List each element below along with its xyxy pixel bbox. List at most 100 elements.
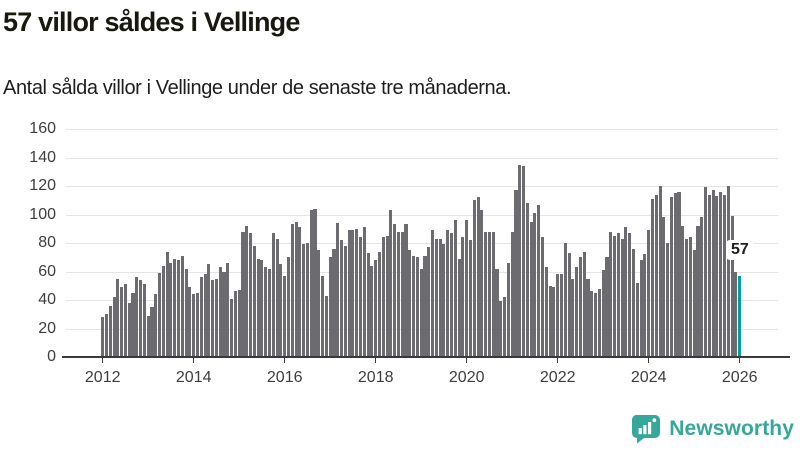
- bar: [582, 251, 586, 357]
- bar: [298, 227, 302, 357]
- bar: [590, 291, 594, 357]
- bar: [207, 264, 211, 357]
- bar: [283, 275, 287, 357]
- bar: [597, 288, 601, 357]
- bar: [154, 294, 158, 357]
- gridline: [66, 243, 778, 244]
- bar: [214, 278, 218, 357]
- bar: [476, 197, 480, 357]
- x-tick-label: 2024: [630, 369, 667, 386]
- bar: [575, 267, 579, 357]
- bar: [449, 233, 454, 357]
- x-axis-line: [62, 356, 790, 358]
- x-tick-label: 2012: [84, 369, 121, 386]
- bar: [719, 191, 723, 357]
- y-tick-label: 160: [29, 120, 56, 137]
- bar: [211, 280, 215, 357]
- bar: [302, 244, 306, 357]
- y-tick-label: 80: [38, 234, 56, 251]
- bar: [563, 243, 567, 357]
- newsworthy-logo[interactable]: Newsworthy: [630, 413, 794, 445]
- bar: [158, 272, 162, 357]
- bar: [328, 257, 332, 357]
- bar: [381, 237, 385, 357]
- bar: [540, 237, 545, 357]
- brand-name: Newsworthy: [669, 417, 794, 440]
- value-label: 57: [726, 240, 754, 260]
- bar: [252, 245, 256, 357]
- bar: [192, 294, 196, 357]
- bar: [700, 217, 704, 357]
- bar: [199, 277, 203, 357]
- bar: [548, 285, 552, 357]
- bar: [628, 233, 632, 357]
- bar: [226, 262, 230, 357]
- bar: [491, 231, 495, 357]
- bar: [233, 291, 237, 357]
- bar: [427, 247, 431, 357]
- bar: [438, 238, 442, 357]
- bar: [362, 227, 366, 357]
- bar: [279, 264, 283, 357]
- bar: [692, 250, 696, 357]
- x-tick-mark: [283, 358, 286, 363]
- x-tick-label: 2014: [175, 369, 212, 386]
- bar: [169, 262, 173, 357]
- chart-subtitle: Antal sålda villor i Vellinge under de s…: [3, 77, 512, 99]
- bar: [681, 225, 685, 357]
- bar: [324, 295, 328, 357]
- bar: [658, 186, 662, 357]
- bar: [351, 230, 355, 357]
- x-tick-mark: [101, 358, 104, 363]
- bar: [647, 230, 651, 357]
- bar: [396, 231, 400, 357]
- x-tick-label: 2026: [721, 369, 758, 386]
- bar: [347, 230, 351, 357]
- bar: [654, 194, 658, 357]
- bar: [385, 235, 389, 357]
- bar-chart: 0 20 40 60 80 100 120 140 160 2012 2014 2016 2018 20…: [29, 120, 790, 386]
- bar: [404, 224, 408, 357]
- bar: [571, 278, 575, 357]
- bar: [203, 274, 207, 357]
- bar: [620, 238, 624, 357]
- bar: [594, 292, 598, 357]
- bar: [578, 257, 582, 357]
- bar: [453, 220, 457, 357]
- bar: [685, 238, 689, 357]
- bar: [188, 287, 192, 357]
- bar: [613, 235, 617, 357]
- x-tick-mark: [465, 358, 468, 363]
- bar: [688, 237, 692, 357]
- bar: [139, 280, 143, 357]
- bar: [332, 248, 336, 357]
- bar: [457, 258, 461, 357]
- y-tick-label: 120: [29, 177, 56, 194]
- bar: [101, 317, 105, 357]
- bar: [120, 287, 124, 357]
- bar: [230, 298, 234, 357]
- gridline: [66, 157, 778, 159]
- x-tick-mark: [556, 358, 559, 363]
- bar: [370, 265, 374, 357]
- bar: [377, 251, 382, 357]
- bar: [601, 270, 605, 357]
- bar: [525, 203, 529, 357]
- y-tick-label: 40: [38, 291, 56, 308]
- bar: [495, 268, 499, 357]
- x-tick-label: 2016: [266, 369, 303, 386]
- bar: [271, 233, 275, 357]
- bar: [522, 166, 526, 357]
- bar: [264, 267, 268, 357]
- x-tick-label: 2018: [357, 369, 394, 386]
- y-tick-label: 0: [47, 348, 56, 365]
- bar: [116, 278, 120, 357]
- bar: [669, 197, 673, 357]
- bar: [237, 290, 241, 357]
- bar: [533, 213, 537, 357]
- bar: [321, 275, 325, 357]
- bar: [715, 195, 719, 357]
- bar: [366, 252, 370, 357]
- bar: [431, 230, 435, 357]
- x-tick-mark: [192, 358, 195, 363]
